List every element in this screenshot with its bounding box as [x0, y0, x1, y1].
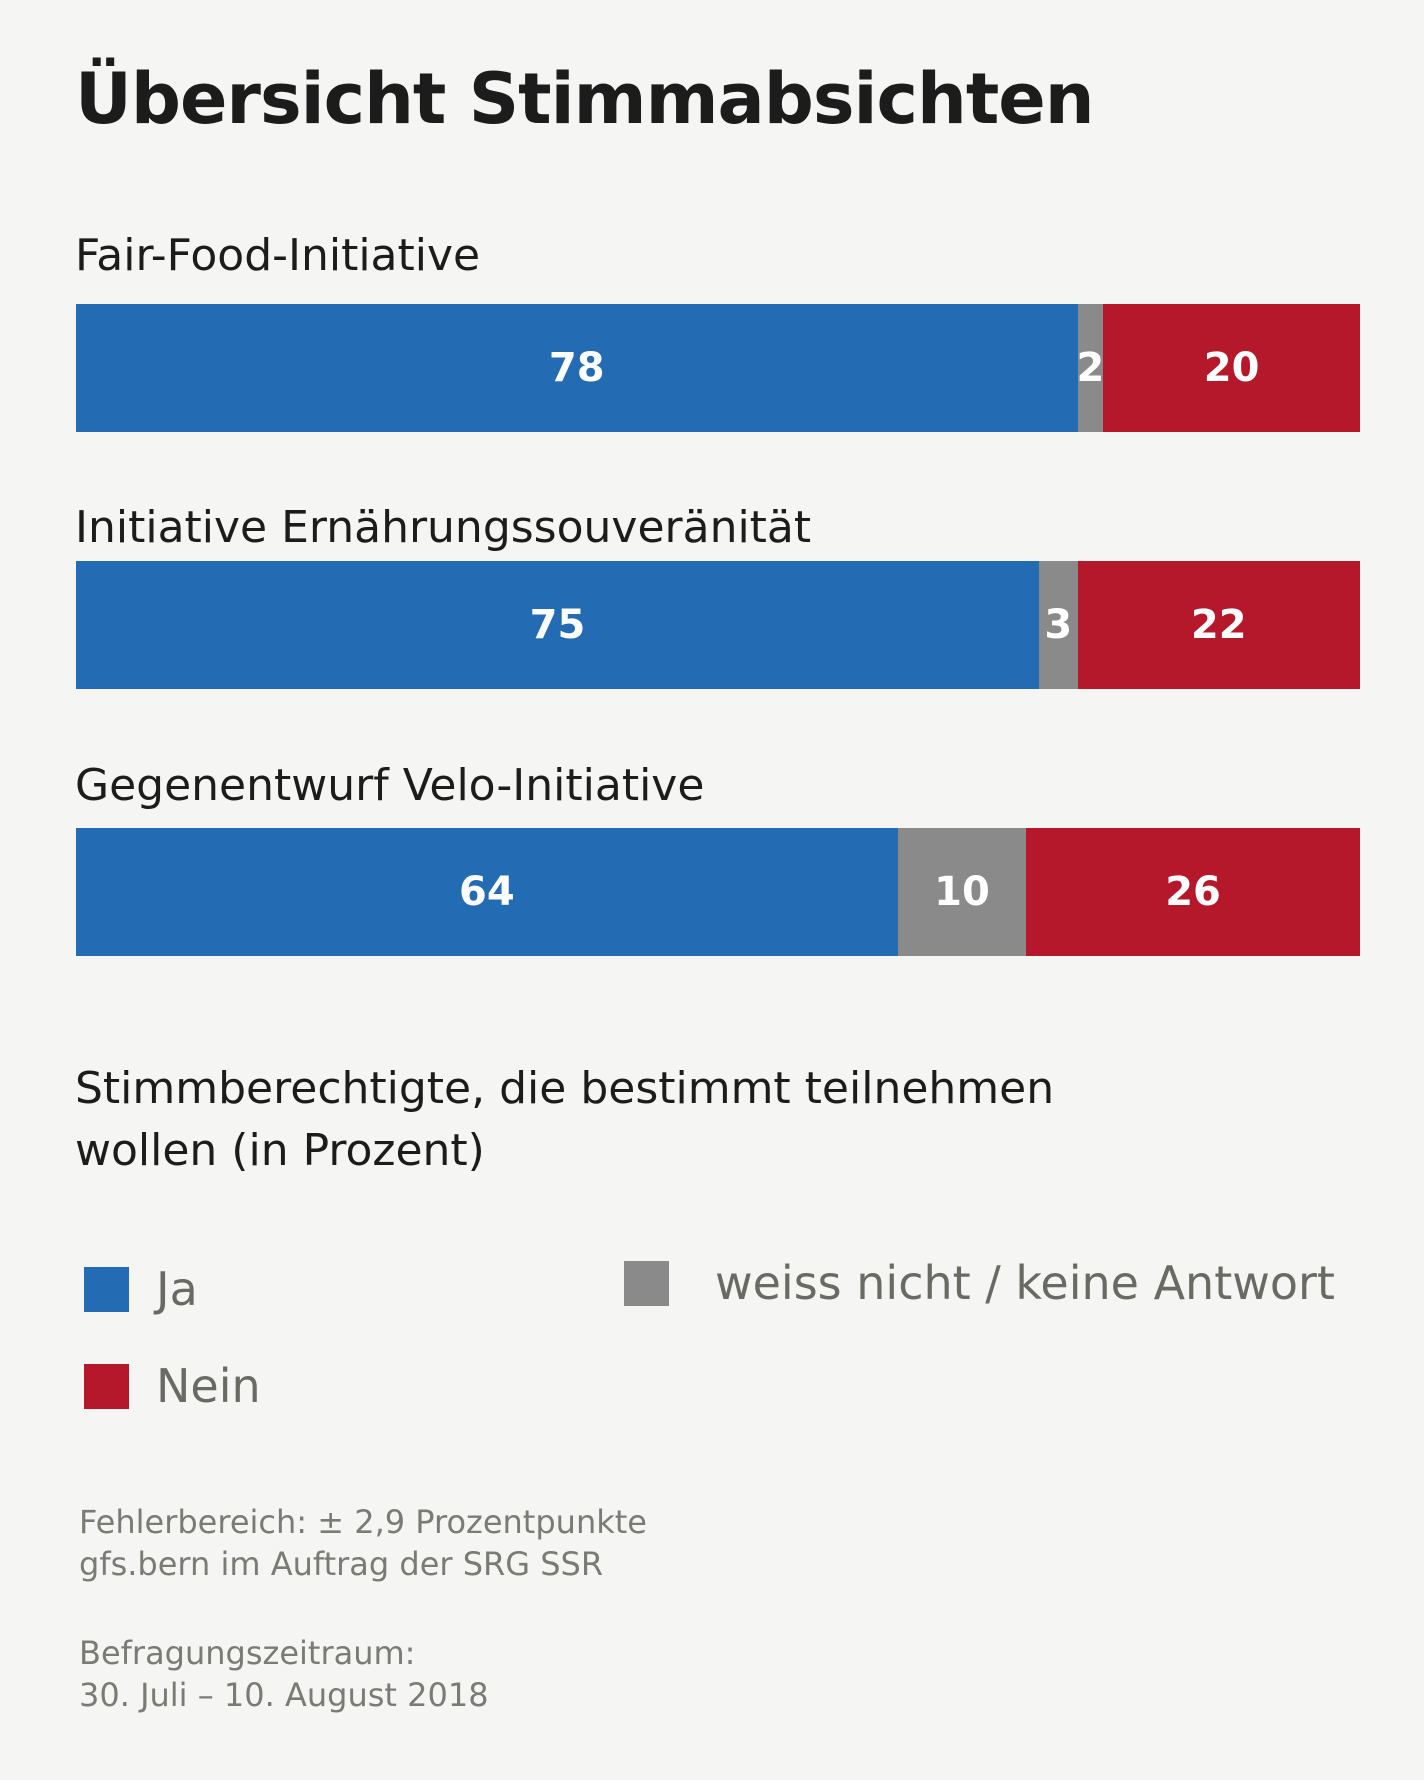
footer-period: Befragungszeitraum: 30. Juli – 10. Augus…: [79, 1632, 489, 1716]
bar-segment-ja: 75: [76, 561, 1039, 689]
data-label-ja: 64: [459, 869, 515, 915]
bar-segment-weiss-nicht: 3: [1039, 561, 1078, 689]
bar-segment-ja: 64: [76, 828, 898, 956]
footer-period-label: Befragungszeitraum:: [79, 1634, 416, 1672]
category-label-fair-food: Fair-Food-Initiative: [75, 230, 481, 281]
legend-swatch-ja: [84, 1266, 129, 1312]
legend-item-weiss-nicht: weiss nicht / keine Antwort: [624, 1256, 1335, 1310]
stacked-bar-ernaehrungssouveraenitaet: 75 3 22: [76, 561, 1360, 689]
footer-error-margin: Fehlerbereich: ± 2,9 Prozentpunkte: [79, 1503, 647, 1541]
data-label-weiss-nicht: 2: [1077, 345, 1104, 391]
data-label-nein: 22: [1190, 602, 1247, 648]
chart-title: Übersicht Stimmabsichten: [75, 58, 1095, 140]
legend-swatch-nein: [84, 1363, 129, 1409]
footer-period-dates: 30. Juli – 10. August 2018: [79, 1676, 489, 1714]
bar-segment-nein: 20: [1103, 304, 1360, 432]
stacked-bar-velo: 64 10 26: [76, 828, 1360, 956]
stacked-bar-fair-food: 78 2 20: [76, 304, 1360, 432]
legend-item-ja: Ja: [84, 1262, 198, 1316]
bar-segment-weiss-nicht: 2: [1077, 304, 1104, 432]
legend-label-weiss-nicht: weiss nicht / keine Antwort: [715, 1256, 1335, 1310]
category-label-ernaehrungssouveraenitaet: Initiative Ernährungssouveränität: [75, 502, 812, 553]
data-label-ja: 78: [548, 345, 605, 391]
footer-institute: gfs.bern im Auftrag der SRG SSR: [79, 1545, 604, 1583]
data-label-ja: 75: [529, 602, 586, 648]
legend-swatch-weiss-nicht: [624, 1260, 669, 1306]
bar-segment-nein: 22: [1077, 561, 1360, 689]
bar-segment-ja: 78: [76, 304, 1078, 432]
data-label-weiss-nicht: 10: [934, 869, 990, 915]
footer-source: Fehlerbereich: ± 2,9 Prozentpunkte gfs.b…: [79, 1501, 647, 1585]
bar-segment-nein: 26: [1026, 828, 1360, 956]
data-label-nein: 26: [1165, 869, 1221, 915]
data-label-nein: 20: [1203, 345, 1260, 391]
legend-item-nein: Nein: [84, 1359, 261, 1413]
legend-label-ja: Ja: [156, 1262, 198, 1316]
category-label-velo: Gegenentwurf Velo-Initiative: [75, 760, 705, 811]
data-label-weiss-nicht: 3: [1044, 602, 1073, 648]
legend-label-nein: Nein: [156, 1359, 261, 1413]
chart-note: Stimmberechtigte, die bestimmt teilnehme…: [75, 1063, 1055, 1176]
bar-segment-weiss-nicht: 10: [897, 828, 1027, 956]
